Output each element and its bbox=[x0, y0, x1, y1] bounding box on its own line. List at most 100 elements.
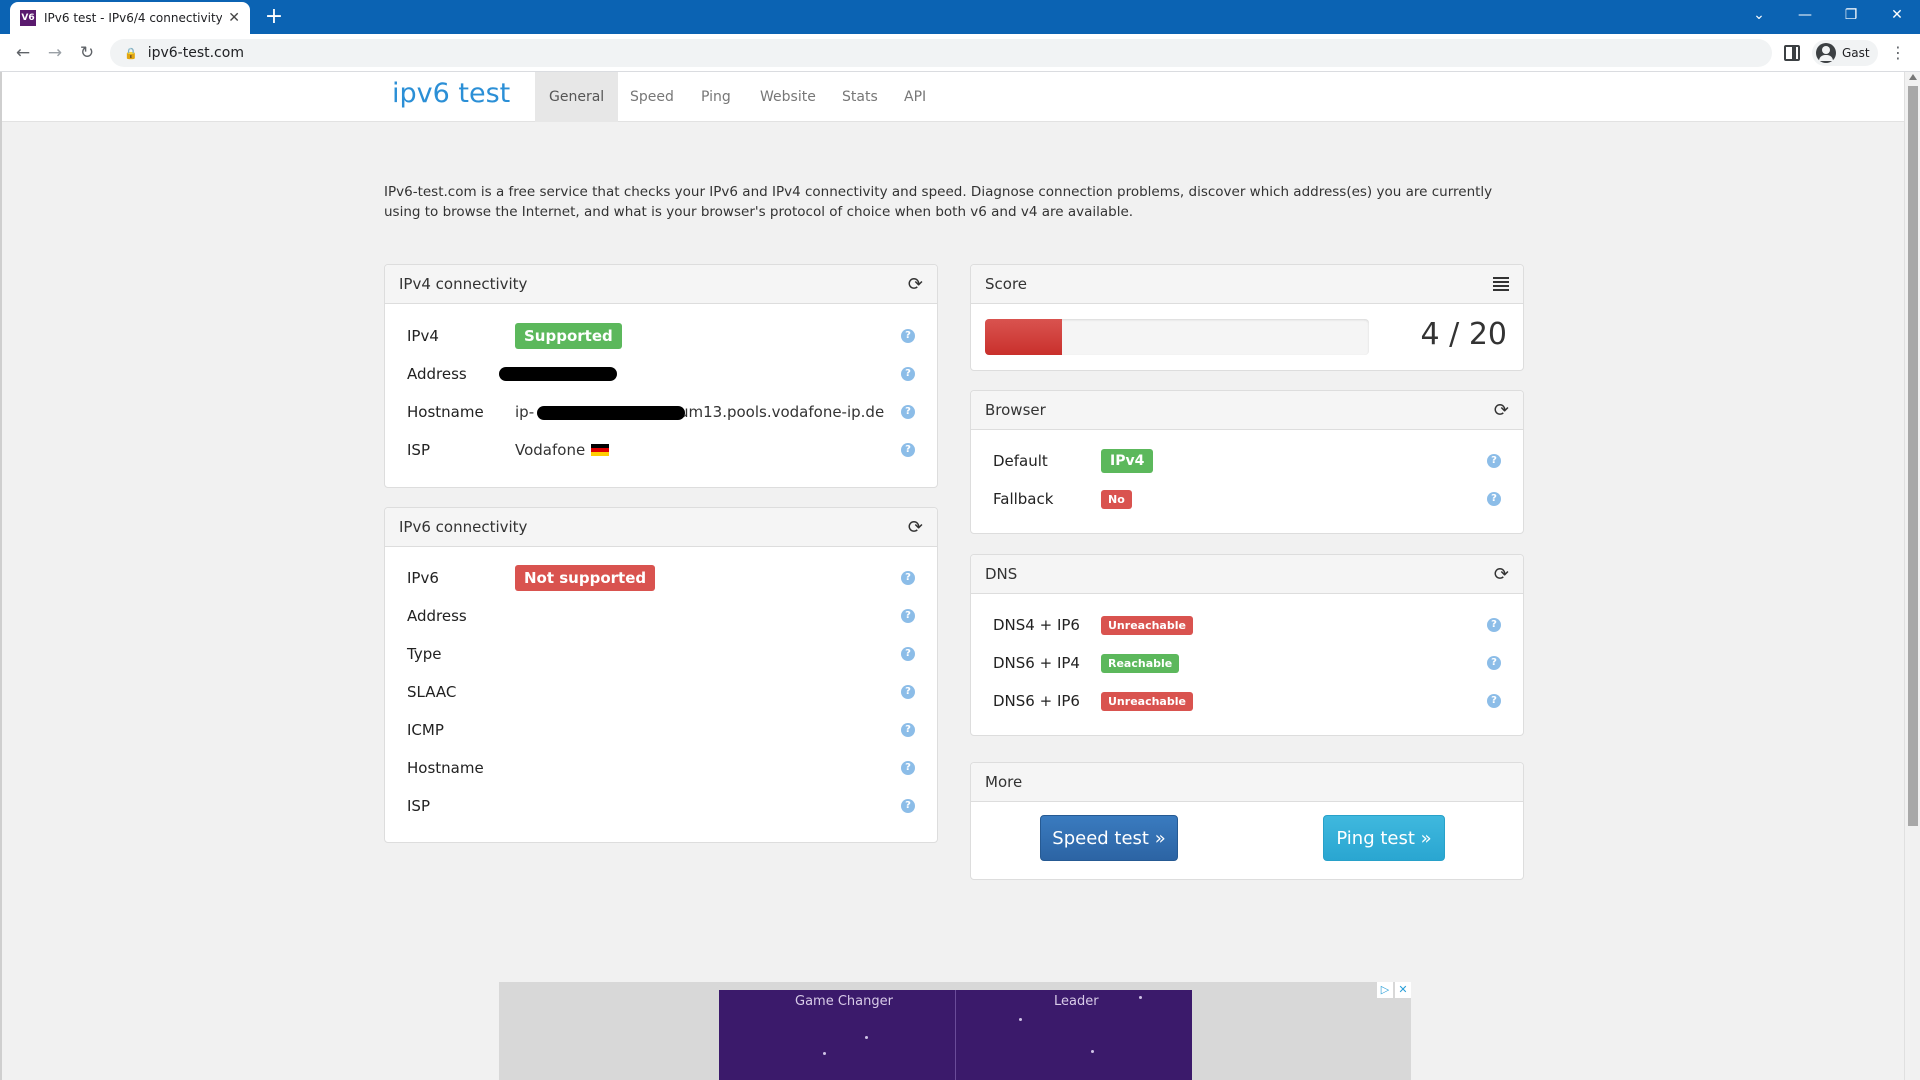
ad-creative[interactable]: Game Changer Leader bbox=[719, 990, 1192, 1080]
score-progress-fill bbox=[985, 319, 1062, 355]
nav-tab-speed[interactable]: Speed bbox=[630, 89, 674, 105]
ipv4-panel: IPv4 connectivity ⟳ IPv4 Supported ? Add… bbox=[384, 264, 938, 488]
help-icon[interactable]: ? bbox=[901, 367, 915, 381]
nav-tab-website[interactable]: Website bbox=[760, 89, 816, 105]
nav-tab-ping[interactable]: Ping bbox=[701, 89, 731, 105]
browser-panel-title: Browser bbox=[985, 401, 1046, 419]
ping-test-button[interactable]: Ping test » bbox=[1323, 815, 1445, 861]
ad-label-right: Leader bbox=[1054, 994, 1099, 1009]
browser-toolbar: ← → ↻ 🔒 ipv6-test.com Gast ⋮ bbox=[0, 34, 1920, 72]
browser-tab[interactable]: V6 IPv6 test - IPv6/4 connectivity an ✕ bbox=[10, 2, 250, 34]
url-text: ipv6-test.com bbox=[147, 45, 244, 61]
help-icon[interactable]: ? bbox=[901, 647, 915, 661]
score-value: 4 / 20 bbox=[1420, 317, 1507, 352]
site-logo[interactable]: ipv6 test bbox=[392, 78, 511, 109]
help-icon[interactable]: ? bbox=[1487, 618, 1501, 632]
nav-tab-stats[interactable]: Stats bbox=[842, 89, 878, 105]
refresh-icon[interactable]: ⟳ bbox=[1493, 563, 1509, 585]
status-badge: Supported bbox=[515, 323, 622, 349]
help-icon[interactable]: ? bbox=[901, 799, 915, 813]
minimize-button[interactable]: — bbox=[1798, 7, 1812, 23]
lock-icon[interactable]: 🔒 bbox=[124, 46, 138, 60]
browser-panel: Browser ⟳ Default IPv4 ? Fallback No ? bbox=[970, 390, 1524, 534]
more-panel-title: More bbox=[985, 773, 1023, 791]
refresh-icon[interactable]: ⟳ bbox=[1493, 399, 1509, 421]
ad-star bbox=[1139, 996, 1142, 999]
germany-flag-icon bbox=[591, 444, 610, 456]
fallback-row: Fallback No ? bbox=[993, 487, 1501, 511]
ad-choices[interactable]: ▷ ✕ bbox=[1377, 982, 1411, 998]
hostname-row: Hostname ? bbox=[407, 756, 915, 780]
row-label: Fallback bbox=[993, 490, 1054, 508]
page-viewport: ipv6 test General Speed Ping Website Sta… bbox=[0, 72, 1904, 1080]
score-progress-bar bbox=[985, 319, 1369, 355]
type-row: Type ? bbox=[407, 642, 915, 666]
icmp-row: ICMP ? bbox=[407, 718, 915, 742]
nav-tab-api[interactable]: API bbox=[904, 89, 927, 105]
forward-arrow-icon[interactable]: → bbox=[47, 43, 63, 63]
ad-divider bbox=[955, 990, 956, 1080]
help-icon[interactable]: ? bbox=[901, 761, 915, 775]
ipv6-row: IPv6 Not supported ? bbox=[407, 565, 915, 591]
address-row: Address ? bbox=[407, 604, 915, 628]
site-favicon-icon: V6 bbox=[20, 10, 36, 26]
side-panel-icon[interactable] bbox=[1784, 45, 1800, 61]
close-window-button[interactable]: ✕ bbox=[1891, 7, 1903, 23]
page-scrollbar[interactable] bbox=[1904, 72, 1920, 1080]
ad-star bbox=[823, 1052, 826, 1055]
restore-button[interactable]: ❐ bbox=[1844, 7, 1858, 23]
row-label: IPv4 bbox=[407, 327, 439, 345]
ipv6-panel: IPv6 connectivity ⟳ IPv6 Not supported ?… bbox=[384, 507, 938, 843]
avatar-icon bbox=[1816, 43, 1836, 63]
row-label: IPv6 bbox=[407, 569, 439, 587]
help-icon[interactable]: ? bbox=[901, 609, 915, 623]
back-arrow-icon[interactable]: ← bbox=[15, 43, 31, 63]
scroll-up-arrow-icon[interactable] bbox=[1909, 74, 1917, 80]
row-label: Hostname bbox=[407, 403, 484, 421]
ipv6-panel-title: IPv6 connectivity bbox=[399, 518, 528, 536]
help-icon[interactable]: ? bbox=[901, 443, 915, 457]
more-menu-icon[interactable]: ⋮ bbox=[1890, 43, 1906, 62]
speed-test-button[interactable]: Speed test » bbox=[1040, 815, 1178, 861]
row-label: ICMP bbox=[407, 721, 444, 739]
close-tab-icon[interactable]: ✕ bbox=[228, 10, 240, 26]
nav-tab-general[interactable]: General bbox=[535, 72, 619, 122]
redaction-mark bbox=[499, 367, 617, 381]
default-row: Default IPv4 ? bbox=[993, 449, 1501, 473]
ad-info-icon[interactable]: ▷ bbox=[1377, 982, 1393, 998]
help-icon[interactable]: ? bbox=[1487, 656, 1501, 670]
help-icon[interactable]: ? bbox=[901, 329, 915, 343]
help-icon[interactable]: ? bbox=[1487, 492, 1501, 506]
ad-star bbox=[865, 1036, 868, 1039]
profile-button[interactable]: Gast bbox=[1812, 40, 1878, 66]
reload-icon[interactable]: ↻ bbox=[79, 43, 95, 63]
row-label: Address bbox=[407, 365, 467, 383]
scrollbar-thumb[interactable] bbox=[1908, 86, 1918, 826]
help-icon[interactable]: ? bbox=[901, 405, 915, 419]
isp-row: ISP Vodafone ? bbox=[407, 438, 915, 462]
status-badge: Not supported bbox=[515, 565, 656, 591]
new-tab-button[interactable]: + bbox=[264, 4, 284, 29]
hostname-value-suffix: um13.pools.vodafone-ip.de bbox=[679, 403, 885, 421]
profile-name: Gast bbox=[1842, 46, 1870, 60]
browser-tab-strip: V6 IPv6 test - IPv6/4 connectivity an ✕ … bbox=[0, 0, 1920, 34]
redaction-mark bbox=[537, 406, 685, 420]
row-label: Address bbox=[407, 607, 467, 625]
help-icon[interactable]: ? bbox=[901, 723, 915, 737]
tab-title: IPv6 test - IPv6/4 connectivity an bbox=[44, 11, 223, 25]
help-icon[interactable]: ? bbox=[1487, 694, 1501, 708]
tab-search-chevron-icon[interactable]: ⌄ bbox=[1753, 7, 1765, 23]
ad-banner[interactable]: Game Changer Leader ▷ ✕ bbox=[499, 982, 1411, 1080]
address-bar[interactable]: 🔒 ipv6-test.com bbox=[110, 39, 1772, 67]
refresh-icon[interactable]: ⟳ bbox=[907, 273, 923, 295]
help-icon[interactable]: ? bbox=[901, 571, 915, 585]
row-label: DNS6 + IP4 bbox=[993, 654, 1080, 672]
refresh-icon[interactable]: ⟳ bbox=[907, 516, 923, 538]
dns-panel: DNS ⟳ DNS4 + IP6 Unreachable ? DNS6 + IP… bbox=[970, 554, 1524, 736]
status-badge: Unreachable bbox=[1101, 615, 1193, 635]
help-icon[interactable]: ? bbox=[1487, 454, 1501, 468]
row-label: Default bbox=[993, 452, 1048, 470]
ad-close-icon[interactable]: ✕ bbox=[1395, 982, 1411, 998]
help-icon[interactable]: ? bbox=[901, 685, 915, 699]
list-icon[interactable] bbox=[1493, 277, 1509, 291]
